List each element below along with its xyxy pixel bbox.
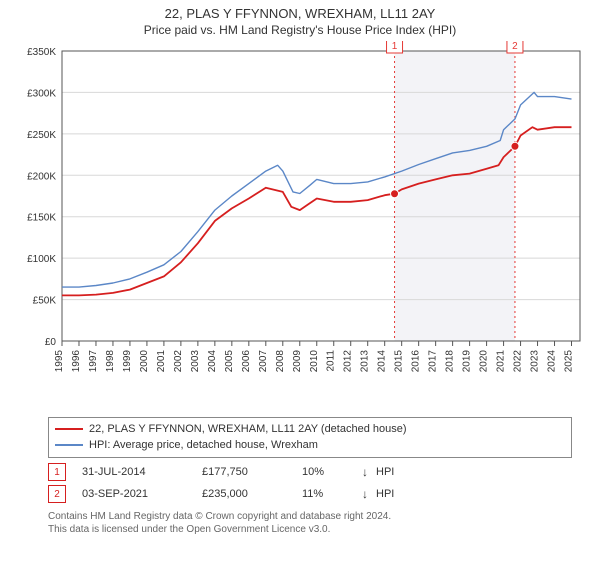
- x-tick-label: 2014: [377, 350, 388, 373]
- sale-delta: 11%: [302, 488, 362, 500]
- sale-marker-number: 2: [512, 41, 518, 52]
- sale-dot: [511, 142, 519, 150]
- interval-band: [395, 51, 515, 341]
- chart-title: 22, PLAS Y FFYNNON, WREXHAM, LL11 2AY: [0, 6, 600, 21]
- x-tick-label: 2000: [139, 350, 150, 373]
- x-tick-label: 1995: [54, 350, 65, 373]
- x-tick-label: 1999: [122, 350, 133, 373]
- x-tick-label: 2024: [547, 350, 558, 373]
- x-tick-label: 2025: [564, 350, 575, 373]
- x-tick-label: 2015: [394, 350, 405, 373]
- legend-label: HPI: Average price, detached house, Wrex…: [89, 439, 318, 451]
- x-tick-label: 2017: [428, 350, 439, 373]
- chart-subtitle: Price paid vs. HM Land Registry's House …: [0, 23, 600, 37]
- sale-price: £235,000: [202, 488, 302, 500]
- x-tick-label: 2001: [156, 350, 167, 373]
- data-attribution: Contains HM Land Registry data © Crown c…: [48, 510, 572, 536]
- x-tick-label: 2006: [241, 350, 252, 373]
- footer-line-2: This data is licensed under the Open Gov…: [48, 524, 330, 535]
- sale-date: 31-JUL-2014: [82, 466, 202, 478]
- x-tick-label: 2020: [479, 350, 490, 373]
- legend-swatch: [55, 428, 83, 430]
- x-tick-label: 2018: [445, 350, 456, 373]
- y-tick-label: £300K: [27, 88, 56, 99]
- sale-delta: 10%: [302, 466, 362, 478]
- x-tick-label: 2008: [275, 350, 286, 373]
- y-tick-label: £200K: [27, 171, 56, 182]
- y-tick-label: £350K: [27, 47, 56, 58]
- legend-item: 22, PLAS Y FFYNNON, WREXHAM, LL11 2AY (d…: [55, 421, 565, 437]
- x-tick-label: 1997: [88, 350, 99, 373]
- chart-svg: £0 £50K £100K £150K £200K £250K £300K £350K 1995…: [10, 41, 590, 411]
- x-tick-label: 2023: [530, 350, 541, 373]
- sale-vs: HPI: [376, 488, 394, 500]
- arrow-down-icon: ↓: [362, 487, 376, 501]
- x-tick-label: 2002: [173, 350, 184, 373]
- legend-swatch: [55, 444, 83, 446]
- legend: 22, PLAS Y FFYNNON, WREXHAM, LL11 2AY (d…: [48, 417, 572, 458]
- legend-item: HPI: Average price, detached house, Wrex…: [55, 437, 565, 453]
- sale-price: £177,750: [202, 466, 302, 478]
- x-tick-label: 1998: [105, 350, 116, 373]
- x-tick-label: 2013: [360, 350, 371, 373]
- y-tick-label: £100K: [27, 254, 56, 265]
- x-tick-label: 2016: [411, 350, 422, 373]
- sale-row-marker: 1: [48, 463, 66, 481]
- x-tick-label: 2011: [326, 350, 337, 372]
- sale-date: 03-SEP-2021: [82, 488, 202, 500]
- y-tick-label: £250K: [27, 130, 56, 141]
- x-tick-label: 2003: [190, 350, 201, 373]
- y-tick-label: £50K: [33, 296, 57, 307]
- footer-line-1: Contains HM Land Registry data © Crown c…: [48, 511, 391, 522]
- y-tick-label: £0: [45, 337, 57, 348]
- sale-row: 2 03-SEP-2021£235,00011%↓HPI: [48, 484, 572, 504]
- x-tick-label: 2019: [462, 350, 473, 373]
- x-tick-label: 2004: [207, 350, 218, 373]
- sale-dot: [391, 190, 399, 198]
- x-tick-label: 2012: [343, 350, 354, 373]
- x-tick-label: 2005: [224, 350, 235, 373]
- sale-row-marker: 2: [48, 485, 66, 503]
- x-tick-label: 2007: [258, 350, 269, 373]
- x-tick-label: 2021: [496, 350, 507, 373]
- sale-row: 1 31-JUL-2014£177,75010%↓HPI: [48, 462, 572, 482]
- x-tick-label: 1996: [71, 350, 82, 373]
- x-tick-label: 2009: [292, 350, 303, 373]
- arrow-down-icon: ↓: [362, 465, 376, 479]
- y-tick-label: £150K: [27, 213, 56, 224]
- sale-vs: HPI: [376, 466, 394, 478]
- x-tick-label: 2010: [309, 350, 320, 373]
- sale-marker-number: 1: [392, 41, 398, 52]
- x-tick-label: 2022: [513, 350, 524, 373]
- legend-label: 22, PLAS Y FFYNNON, WREXHAM, LL11 2AY (d…: [89, 423, 407, 435]
- price-chart: £0 £50K £100K £150K £200K £250K £300K £350K 1995…: [10, 41, 590, 411]
